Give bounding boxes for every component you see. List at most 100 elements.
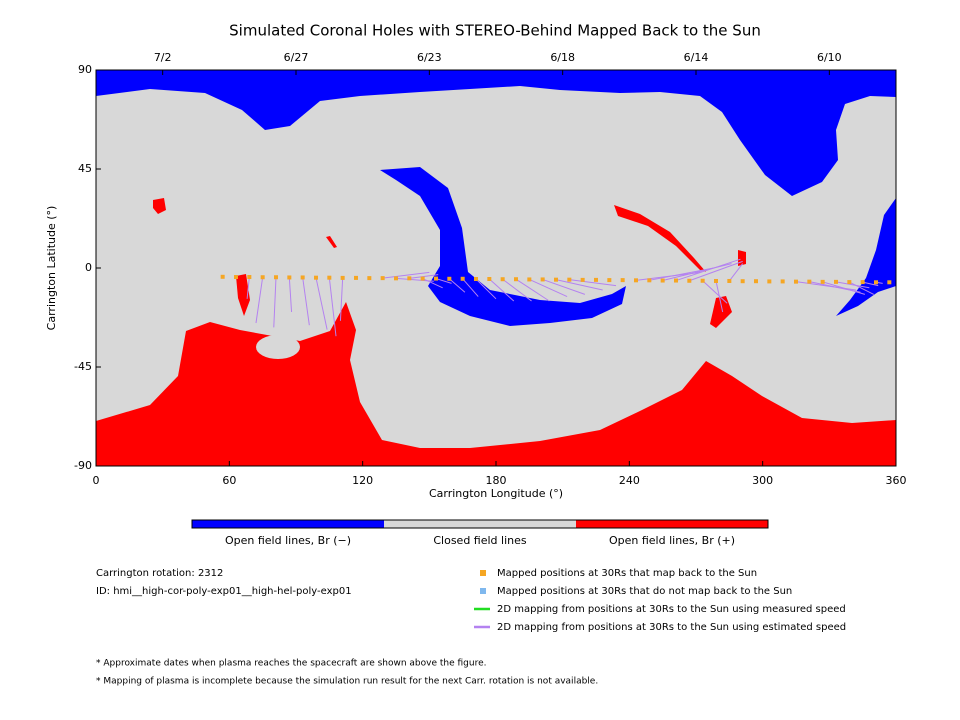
positive-open-region (614, 205, 706, 272)
mapping-line (555, 279, 603, 291)
footnote: * Approximate dates when plasma reaches … (96, 659, 487, 669)
x-tick-label: 60 (222, 474, 236, 487)
mapped-point (687, 278, 692, 283)
mapped-point (527, 277, 532, 282)
mapped-point (834, 279, 838, 284)
colorbar-segment (576, 520, 768, 528)
mapped-point (327, 275, 332, 280)
mapping-line (515, 278, 550, 302)
mapped-point (300, 275, 305, 280)
mapped-point (260, 275, 265, 280)
mapped-point (407, 276, 412, 281)
info-text: Carrington rotation: 2312 (96, 568, 223, 579)
top-tick-label: 7/2 (154, 51, 172, 64)
mapping-line (715, 280, 724, 313)
mapped-point (607, 278, 612, 283)
top-tick-label: 6/23 (417, 51, 442, 64)
mapping-line (288, 277, 293, 313)
mapped-point (647, 278, 652, 283)
colorbar-label: Open field lines, Br (−) (225, 534, 351, 547)
mapping-line (475, 278, 497, 300)
mapping-line (315, 277, 328, 330)
mapping-line (449, 278, 466, 293)
y-tick-label: -45 (74, 360, 92, 373)
y-axis-label: Carrington Latitude (°) (45, 206, 58, 331)
mapped-point (674, 278, 678, 283)
top-tick-label: 6/18 (550, 51, 575, 64)
mapped-point (767, 279, 772, 284)
mapped-point (340, 275, 345, 280)
mapping-line (502, 278, 532, 302)
x-axis-label: Carrington Longitude (°) (429, 487, 563, 500)
x-tick-label: 120 (352, 474, 373, 487)
mapped-point (887, 280, 892, 285)
mapping-line (862, 281, 879, 287)
mapping-line (488, 278, 515, 302)
positive-open-region (236, 274, 250, 316)
mapped-point (620, 278, 625, 283)
legend-label: Mapped positions at 30Rs that do not map… (497, 586, 792, 597)
mapped-point (394, 276, 398, 281)
mapping-line (246, 276, 250, 299)
mapping-line (702, 280, 728, 304)
mapped-point (807, 279, 812, 284)
info-text: ID: hmi__high-cor-poly-exp01__high-hel-p… (96, 586, 352, 597)
closed-field-region (256, 335, 300, 359)
positive-open-region (738, 250, 746, 266)
mapping-line (529, 278, 568, 298)
y-tick-label: -90 (74, 459, 92, 472)
top-tick-label: 6/14 (684, 51, 709, 64)
mapped-point (874, 280, 878, 285)
mapping-line (649, 267, 714, 281)
mapped-point (434, 276, 438, 281)
mapping-line (302, 277, 310, 326)
x-tick-label: 0 (93, 474, 100, 487)
colorbar-label: Open field lines, Br (+) (609, 534, 735, 547)
mapped-point (234, 275, 238, 280)
legend-label: 2D mapping from positions at 30Rs to the… (497, 604, 846, 615)
mapped-point (554, 277, 558, 282)
mapping-line (569, 279, 617, 287)
mapping-line (542, 278, 586, 295)
mapped-point (447, 276, 452, 281)
mapping-line (462, 278, 479, 297)
positive-open-region (326, 236, 337, 248)
y-tick-label: 45 (78, 162, 92, 175)
x-tick-label: 360 (886, 474, 907, 487)
mapped-point (660, 278, 665, 283)
top-tick-label: 6/27 (284, 51, 309, 64)
positive-open-region (710, 296, 732, 328)
legend-marker (480, 570, 486, 576)
mapping-line (728, 263, 744, 282)
mapping-line (835, 281, 870, 289)
mapped-point (247, 275, 252, 280)
negative-open-region (380, 167, 626, 326)
colorbar-segment (192, 520, 384, 528)
mapped-point (740, 279, 745, 284)
mapped-point (700, 278, 705, 283)
mapped-point (487, 277, 492, 281)
mapped-point (714, 278, 718, 283)
y-tick-label: 0 (85, 261, 92, 274)
x-tick-label: 300 (752, 474, 773, 487)
negative-open-region (836, 198, 896, 316)
top-tick-label: 6/10 (817, 51, 842, 64)
mapped-point (727, 278, 732, 283)
mapped-point (220, 274, 225, 279)
mapping-line (409, 274, 439, 279)
mapped-point (354, 275, 358, 280)
mapping-line (689, 260, 743, 282)
positive-open-region (153, 198, 166, 214)
mapped-point (634, 278, 638, 283)
mapped-point (380, 276, 385, 281)
mapping-line (328, 277, 337, 337)
mapped-point (780, 279, 785, 284)
colorbar-segment (384, 520, 576, 528)
x-tick-label: 240 (619, 474, 640, 487)
mapped-point (420, 276, 425, 281)
legend-marker (480, 588, 486, 594)
chart-title: Simulated Coronal Holes with STEREO-Behi… (229, 22, 761, 40)
mapped-point (500, 277, 505, 282)
colorbar-label: Closed field lines (433, 534, 527, 547)
mapping-line (339, 277, 344, 321)
